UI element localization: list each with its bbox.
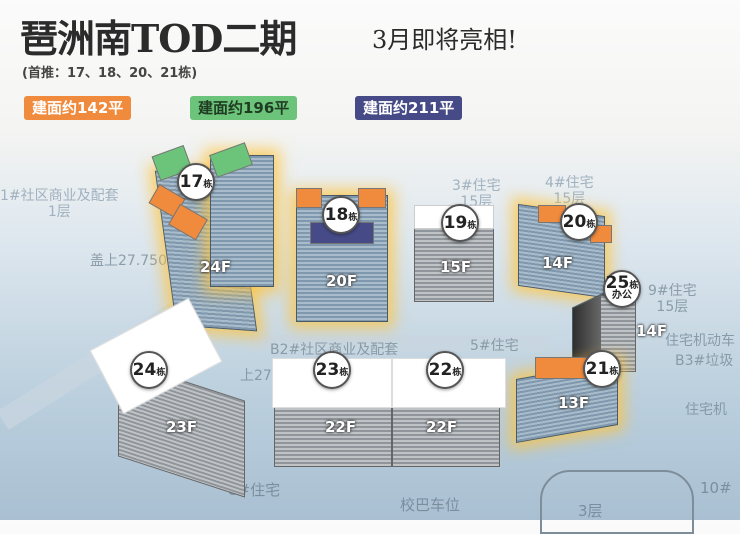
- legend-142: 建面约142平: [24, 96, 132, 120]
- building-body: [210, 155, 274, 287]
- map-label: 校巴车位: [400, 496, 461, 514]
- plaza-outline: [540, 470, 694, 534]
- floor-count: 22F: [426, 418, 458, 436]
- floor-count: 24F: [200, 258, 232, 276]
- page-title: 琶洲南TOD二期: [20, 16, 297, 61]
- building-number-badge: 20栋: [560, 203, 598, 241]
- map-label: 9#住宅 15层: [648, 283, 697, 315]
- legend-196: 建面约196平: [190, 96, 298, 120]
- roof-142: [296, 188, 322, 208]
- building-number-badge: 22栋: [426, 351, 464, 389]
- map-label: 住宅机: [685, 402, 727, 418]
- map-label: 1#社区商业及配套 1层: [0, 188, 119, 220]
- floor-count: 22F: [325, 418, 357, 436]
- floor-count: 14F: [542, 254, 574, 272]
- page-subtitle: 3月即将亮相!: [372, 26, 517, 54]
- building-number-badge: 17栋: [177, 163, 215, 201]
- building-body: [274, 405, 392, 467]
- building-number-badge: 18栋: [322, 196, 360, 234]
- building-number-badge: 21栋: [583, 350, 621, 388]
- map-label: B2#社区商业及配套: [270, 342, 399, 358]
- map-label: 4#住宅 15层: [545, 175, 594, 207]
- map-label: 10#: [700, 479, 732, 497]
- building-number-badge: 19栋: [441, 204, 479, 242]
- map-label: 5#住宅: [470, 338, 519, 354]
- floor-count: 13F: [558, 394, 590, 412]
- floor-count: 15F: [440, 258, 472, 276]
- map-label: 3层: [578, 502, 603, 520]
- floor-count: 23F: [166, 418, 198, 436]
- building-number-badge: 25栋 办公: [603, 270, 641, 308]
- building-body: [392, 405, 500, 467]
- first-launch-note: (首推：17、18、20、21栋): [22, 66, 198, 81]
- map-label: B3#垃圾: [675, 353, 734, 369]
- building-number-badge: 24栋: [130, 351, 168, 389]
- floor-count: 14F: [636, 322, 668, 340]
- map-label: 住宅机动车: [665, 333, 735, 349]
- map-label: 盖上27.750: [90, 253, 167, 269]
- floor-count: 20F: [326, 272, 358, 290]
- building-number-badge: 23栋: [313, 351, 351, 389]
- roof-142: [358, 188, 386, 208]
- road: [250, 335, 550, 351]
- legend-211: 建面约211平: [355, 96, 463, 120]
